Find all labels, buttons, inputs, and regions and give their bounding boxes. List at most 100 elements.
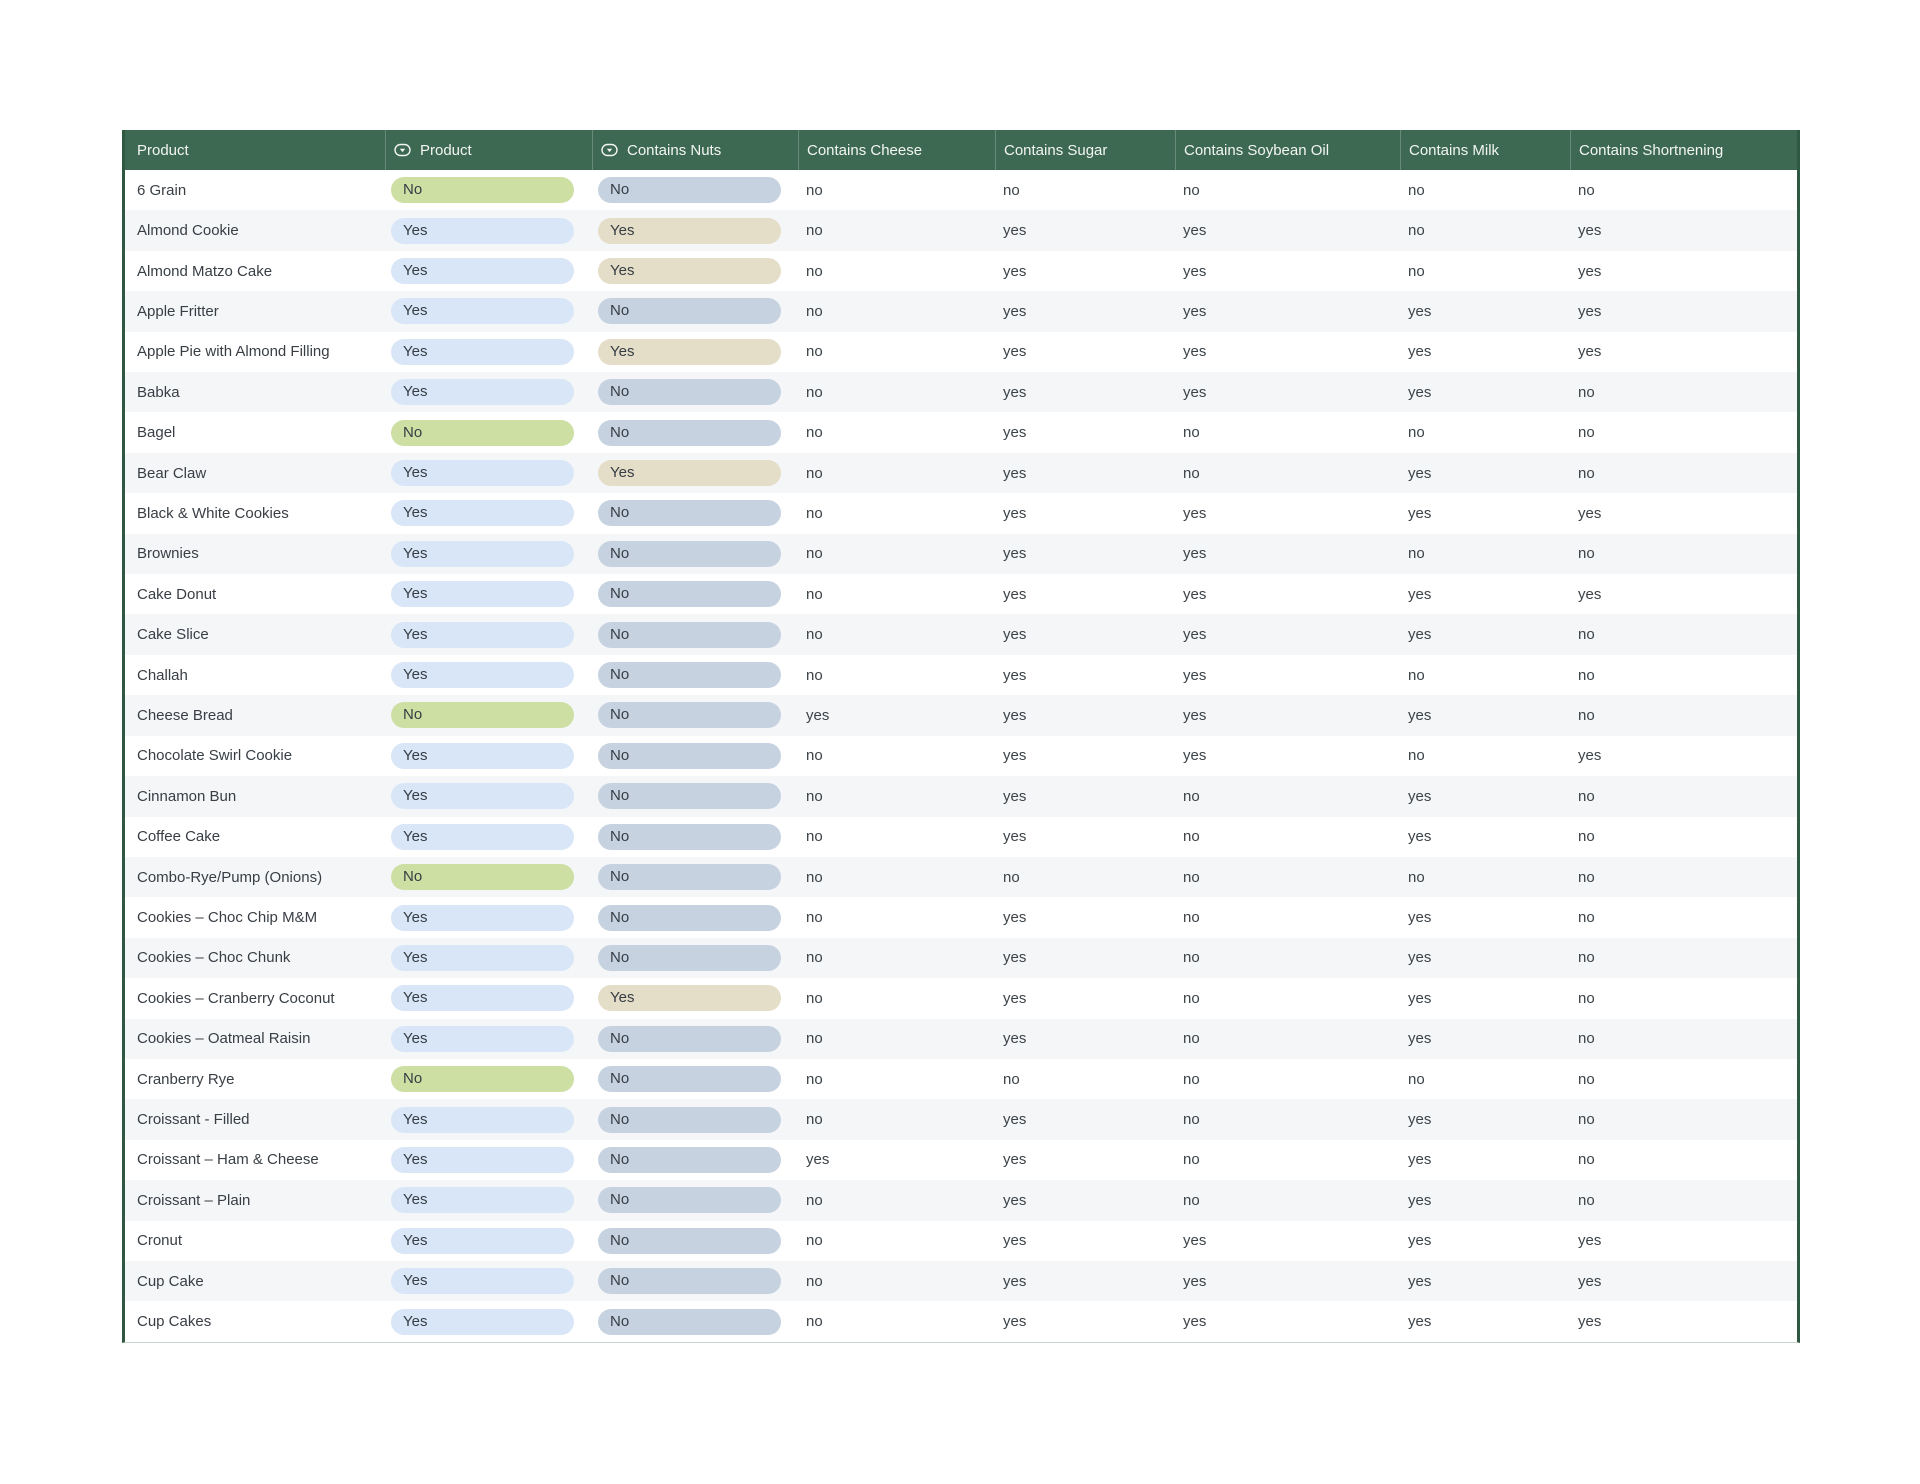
contains-sugar-cell[interactable]: yes: [1003, 1111, 1027, 1129]
contains-nuts-cell[interactable]: Yes: [592, 978, 798, 1018]
product-cell[interactable]: Cookies – Oatmeal Raisin: [137, 1030, 311, 1048]
contains-soybean-oil-cell[interactable]: yes: [1183, 302, 1207, 320]
contains-soybean-oil-cell[interactable]: yes: [1183, 626, 1207, 644]
contains-sugar-cell[interactable]: yes: [1003, 989, 1027, 1007]
product-select-pill[interactable]: Yes: [391, 298, 574, 325]
contains-cheese-cell[interactable]: no: [806, 1111, 823, 1129]
contains-milk-cell[interactable]: yes: [1408, 464, 1432, 482]
contains-shortening-cell[interactable]: yes: [1578, 1313, 1602, 1331]
product-select-cell[interactable]: No: [385, 170, 592, 210]
product-cell[interactable]: Croissant – Ham & Cheese: [137, 1151, 319, 1169]
contains-sugar-cell[interactable]: no: [1003, 1070, 1020, 1088]
contains-cheese-cell[interactable]: no: [806, 343, 823, 361]
contains-soybean-oil-cell[interactable]: yes: [1183, 222, 1207, 240]
contains-shortening-cell[interactable]: no: [1578, 1030, 1595, 1048]
contains-milk-cell[interactable]: yes: [1408, 1191, 1432, 1209]
contains-nuts-cell[interactable]: No: [592, 1261, 798, 1301]
contains-milk-cell[interactable]: yes: [1408, 828, 1432, 846]
contains-nuts-cell[interactable]: No: [592, 1180, 798, 1220]
contains-cheese-cell[interactable]: no: [806, 585, 823, 603]
contains-nuts-cell[interactable]: No: [592, 776, 798, 816]
contains-nuts-pill[interactable]: No: [598, 904, 781, 931]
contains-shortening-cell[interactable]: no: [1578, 1151, 1595, 1169]
product-select-cell[interactable]: Yes: [385, 736, 592, 776]
product-select-pill[interactable]: Yes: [391, 1308, 574, 1335]
contains-milk-cell[interactable]: yes: [1408, 949, 1432, 967]
contains-cheese-cell[interactable]: no: [806, 626, 823, 644]
contains-cheese-cell[interactable]: no: [806, 989, 823, 1007]
product-cell[interactable]: Babka: [137, 383, 180, 401]
product-cell[interactable]: Cheese Bread: [137, 706, 233, 724]
product-select-pill[interactable]: No: [391, 702, 574, 729]
product-cell[interactable]: Challah: [137, 666, 188, 684]
contains-shortening-cell[interactable]: yes: [1578, 262, 1602, 280]
product-cell[interactable]: 6 Grain: [137, 181, 187, 199]
contains-sugar-cell[interactable]: yes: [1003, 545, 1027, 563]
product-select-pill[interactable]: Yes: [391, 621, 574, 648]
contains-soybean-oil-cell[interactable]: no: [1183, 949, 1200, 967]
product-select-pill[interactable]: Yes: [391, 460, 574, 487]
contains-nuts-pill[interactable]: No: [598, 783, 781, 810]
contains-soybean-oil-cell[interactable]: no: [1183, 181, 1200, 199]
contains-shortening-cell[interactable]: no: [1578, 181, 1595, 199]
contains-nuts-pill[interactable]: No: [598, 702, 781, 729]
contains-nuts-cell[interactable]: No: [592, 1140, 798, 1180]
product-select-pill[interactable]: No: [391, 1066, 574, 1093]
product-select-pill[interactable]: Yes: [391, 1187, 574, 1214]
contains-shortening-cell[interactable]: yes: [1578, 504, 1602, 522]
contains-soybean-oil-cell[interactable]: yes: [1183, 666, 1207, 684]
contains-cheese-cell[interactable]: yes: [806, 1151, 830, 1169]
contains-cheese-cell[interactable]: no: [806, 424, 823, 442]
contains-nuts-pill[interactable]: No: [598, 1146, 781, 1173]
contains-sugar-cell[interactable]: yes: [1003, 1030, 1027, 1048]
contains-cheese-cell[interactable]: no: [806, 787, 823, 805]
product-cell[interactable]: Bagel: [137, 424, 176, 442]
product-cell[interactable]: Croissant - Filled: [137, 1111, 250, 1129]
product-cell[interactable]: Combo-Rye/Pump (Onions): [137, 868, 323, 886]
contains-sugar-cell[interactable]: yes: [1003, 222, 1027, 240]
contains-sugar-cell[interactable]: no: [1003, 868, 1020, 886]
product-select-pill[interactable]: Yes: [391, 258, 574, 285]
product-cell[interactable]: Apple Fritter: [137, 302, 219, 320]
contains-soybean-oil-cell[interactable]: no: [1183, 424, 1200, 442]
contains-cheese-cell[interactable]: no: [806, 222, 823, 240]
contains-soybean-oil-cell[interactable]: yes: [1183, 343, 1207, 361]
contains-nuts-cell[interactable]: No: [592, 493, 798, 533]
contains-shortening-cell[interactable]: no: [1578, 706, 1595, 724]
contains-sugar-cell[interactable]: yes: [1003, 949, 1027, 967]
contains-nuts-cell[interactable]: Yes: [592, 210, 798, 250]
product-cell[interactable]: Almond Cookie: [137, 222, 239, 240]
contains-nuts-pill[interactable]: Yes: [598, 460, 781, 487]
column-header-contains-milk[interactable]: Contains Milk: [1400, 130, 1570, 170]
product-select-cell[interactable]: Yes: [385, 1180, 592, 1220]
product-select-cell[interactable]: Yes: [385, 332, 592, 372]
product-select-pill[interactable]: Yes: [391, 944, 574, 971]
column-header-product[interactable]: Product: [125, 130, 385, 170]
contains-soybean-oil-cell[interactable]: yes: [1183, 1313, 1207, 1331]
product-select-cell[interactable]: Yes: [385, 938, 592, 978]
contains-shortening-cell[interactable]: yes: [1578, 343, 1602, 361]
contains-sugar-cell[interactable]: yes: [1003, 1272, 1027, 1290]
contains-soybean-oil-cell[interactable]: yes: [1183, 585, 1207, 603]
column-header-product-select[interactable]: Product: [385, 130, 592, 170]
contains-shortening-cell[interactable]: no: [1578, 909, 1595, 927]
product-select-pill[interactable]: Yes: [391, 823, 574, 850]
contains-nuts-cell[interactable]: No: [592, 1059, 798, 1099]
contains-milk-cell[interactable]: yes: [1408, 1111, 1432, 1129]
contains-cheese-cell[interactable]: no: [806, 747, 823, 765]
contains-nuts-pill[interactable]: No: [598, 1187, 781, 1214]
contains-nuts-cell[interactable]: No: [592, 1221, 798, 1261]
contains-nuts-cell[interactable]: No: [592, 614, 798, 654]
product-select-cell[interactable]: Yes: [385, 614, 592, 654]
contains-nuts-pill[interactable]: No: [598, 379, 781, 406]
contains-sugar-cell[interactable]: yes: [1003, 383, 1027, 401]
contains-nuts-cell[interactable]: No: [592, 938, 798, 978]
product-select-cell[interactable]: Yes: [385, 453, 592, 493]
contains-shortening-cell[interactable]: yes: [1578, 222, 1602, 240]
contains-shortening-cell[interactable]: yes: [1578, 302, 1602, 320]
product-select-cell[interactable]: No: [385, 412, 592, 452]
contains-nuts-pill[interactable]: No: [598, 742, 781, 769]
contains-sugar-cell[interactable]: yes: [1003, 626, 1027, 644]
contains-sugar-cell[interactable]: yes: [1003, 787, 1027, 805]
product-cell[interactable]: Cronut: [137, 1232, 183, 1250]
